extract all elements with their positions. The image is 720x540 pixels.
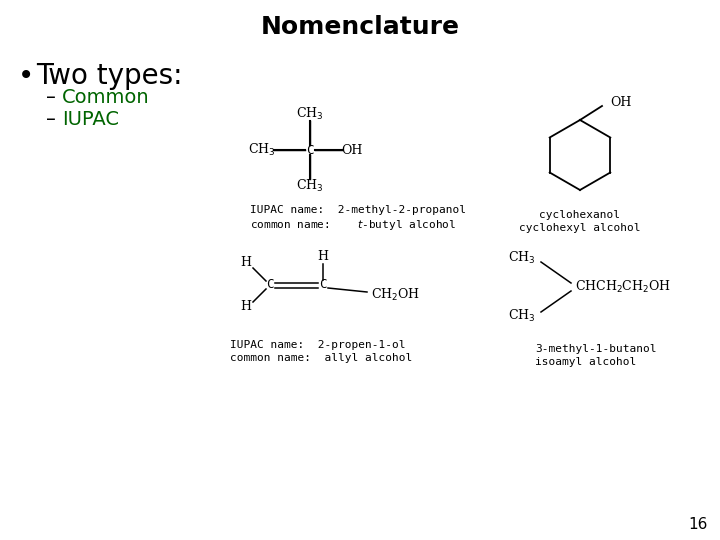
Text: 3-methyl-1-butanol: 3-methyl-1-butanol <box>535 344 657 354</box>
Text: cyclohexyl alcohol: cyclohexyl alcohol <box>519 223 641 233</box>
Text: H: H <box>240 300 251 314</box>
Text: cyclohexanol: cyclohexanol <box>539 210 621 220</box>
Text: H: H <box>318 251 328 264</box>
Text: –: – <box>46 110 56 129</box>
Text: CH$_3$: CH$_3$ <box>508 250 535 266</box>
Text: –: – <box>46 88 56 107</box>
Text: 16: 16 <box>688 517 708 532</box>
Text: IUPAC: IUPAC <box>62 110 119 129</box>
Text: isoamyl alcohol: isoamyl alcohol <box>535 357 636 367</box>
Text: C: C <box>266 279 274 292</box>
Text: C: C <box>306 144 314 157</box>
Text: Common: Common <box>62 88 150 107</box>
Text: C: C <box>319 279 327 292</box>
Text: CH$_2$OH: CH$_2$OH <box>371 287 420 303</box>
Text: common name:    $t$-butyl alcohol: common name: $t$-butyl alcohol <box>250 218 456 232</box>
Text: IUPAC name:  2-propen-1-ol: IUPAC name: 2-propen-1-ol <box>230 340 405 350</box>
Text: Two types:: Two types: <box>36 62 182 90</box>
Text: Nomenclature: Nomenclature <box>261 15 459 39</box>
Text: CH$_3$: CH$_3$ <box>508 308 535 324</box>
Text: H: H <box>240 256 251 269</box>
Text: OH: OH <box>341 144 363 157</box>
Text: CHCH$_2$CH$_2$OH: CHCH$_2$CH$_2$OH <box>575 279 671 295</box>
Text: CH$_3$: CH$_3$ <box>296 178 324 194</box>
Text: IUPAC name:  2-methyl-2-propanol: IUPAC name: 2-methyl-2-propanol <box>250 205 466 215</box>
Text: common name:  allyl alcohol: common name: allyl alcohol <box>230 353 413 363</box>
Text: •: • <box>18 62 35 90</box>
Text: OH: OH <box>610 96 631 109</box>
Text: CH$_3$: CH$_3$ <box>296 106 324 122</box>
Text: CH$_3$: CH$_3$ <box>248 142 276 158</box>
